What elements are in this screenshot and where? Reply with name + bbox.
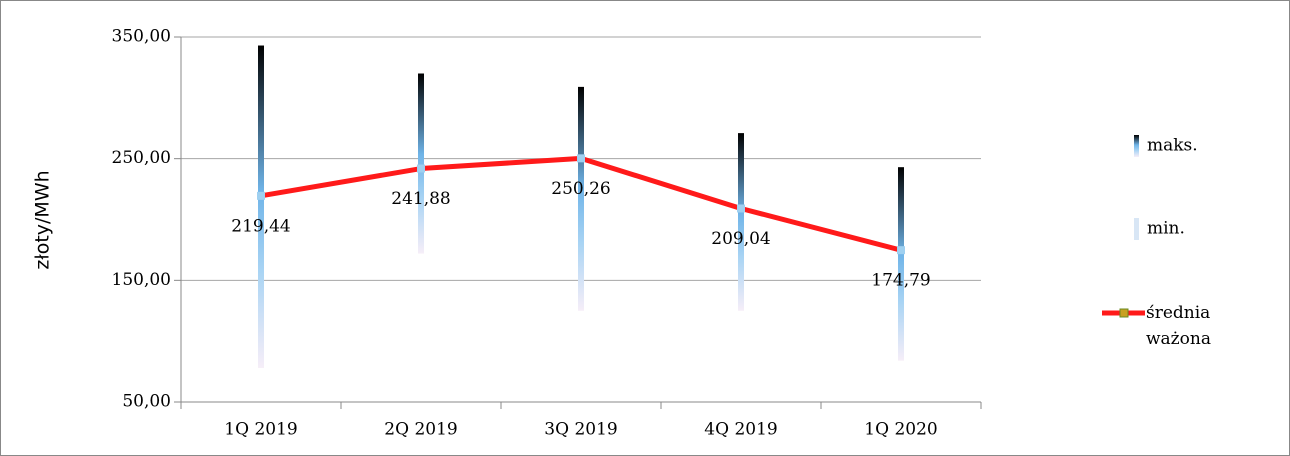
legend-label-box: średnia ważona [1146,303,1211,349]
x-tick-label: 1Q 2019 [224,420,297,440]
legend-label: min. [1147,219,1185,239]
legend-swatch [1134,218,1139,240]
point-marker [897,246,905,255]
high-low-bar [738,133,744,311]
legend-label: średnia ważona [1146,303,1211,349]
y-tick-label: 250,00 [112,148,171,168]
data-label: 250,26 [551,179,610,199]
high-low-bar [898,167,904,361]
x-tick-label: 3Q 2019 [544,420,617,440]
legend-swatch [1134,135,1139,157]
data-label: 219,44 [231,216,290,236]
y-axis-label: złoty/MWh [32,170,54,269]
high-low-bar [418,73,424,254]
legend-label: maks. [1147,136,1198,156]
point-marker [257,191,265,200]
point-marker [577,154,585,163]
high-low-bar [258,45,264,368]
high-low-bar [578,86,584,311]
data-label: 241,88 [391,189,450,209]
point-marker [417,164,425,173]
data-label: 174,79 [871,271,930,291]
x-tick-label: 4Q 2019 [704,420,777,440]
y-tick-label: 150,00 [112,270,171,290]
legend-marker [1119,308,1129,318]
x-tick-label: 2Q 2019 [384,420,457,440]
x-tick-label: 1Q 2020 [864,420,937,440]
y-tick-label: 50,00 [122,392,171,412]
y-tick-label: 350,00 [112,27,171,47]
point-marker [737,204,745,213]
data-label: 209,04 [711,229,770,249]
